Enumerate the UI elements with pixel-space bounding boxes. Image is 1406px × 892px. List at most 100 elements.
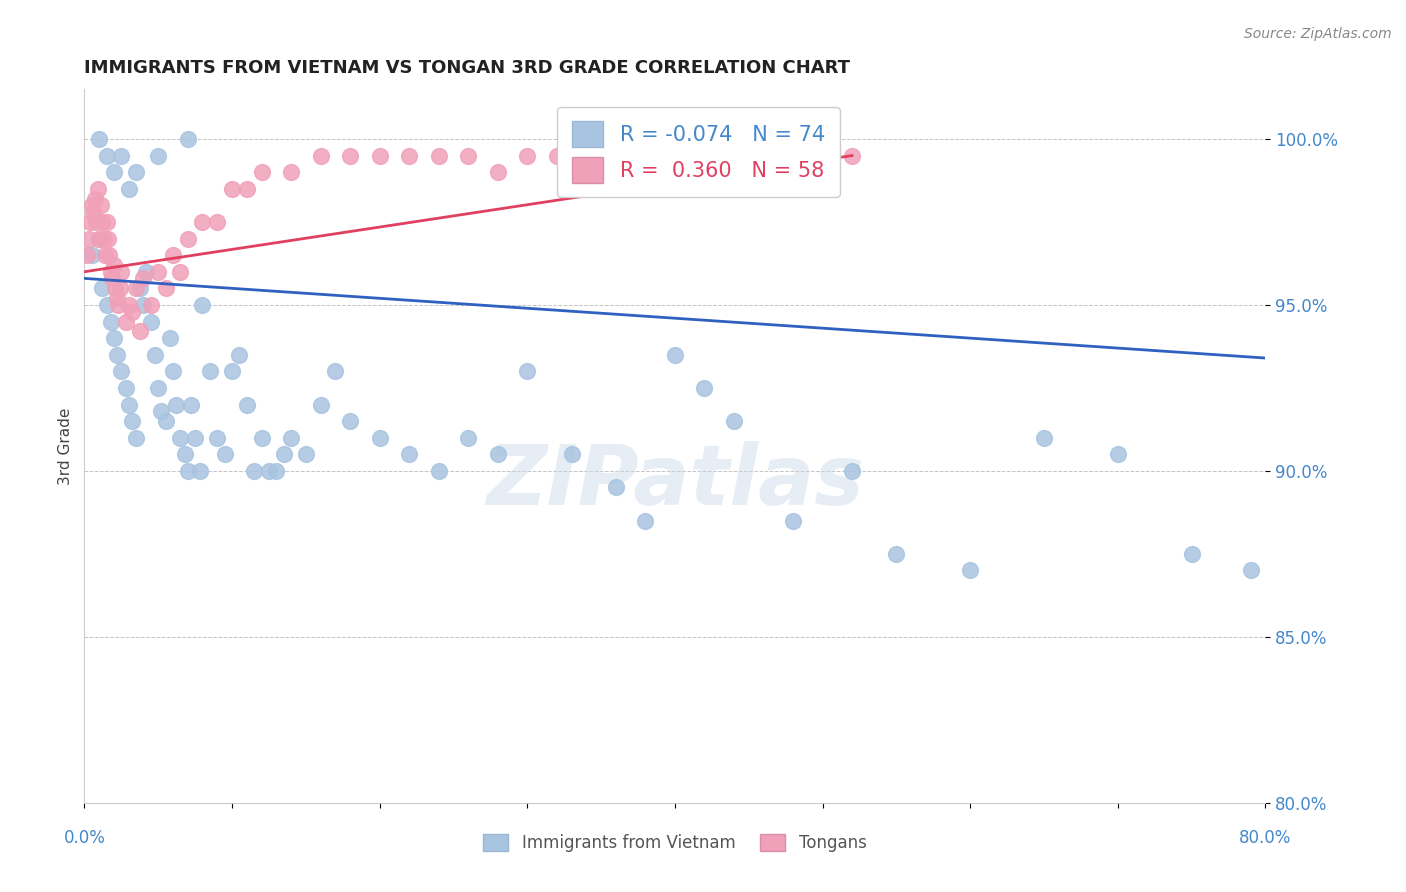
- Point: [177, 132, 200, 146]
- Point: [782, 148, 804, 162]
- Point: [257, 464, 280, 478]
- Point: [100, 265, 122, 279]
- Point: [398, 447, 420, 461]
- Text: 0.0%: 0.0%: [63, 830, 105, 847]
- Point: [368, 148, 391, 162]
- Text: 80.0%: 80.0%: [1239, 830, 1292, 847]
- Point: [155, 281, 177, 295]
- Point: [121, 304, 143, 318]
- Point: [243, 464, 266, 478]
- Point: [162, 364, 184, 378]
- Point: [129, 325, 152, 339]
- Point: [198, 364, 221, 378]
- Point: [516, 364, 538, 378]
- Point: [561, 447, 583, 461]
- Point: [427, 464, 450, 478]
- Point: [125, 165, 148, 179]
- Point: [110, 148, 132, 162]
- Point: [457, 431, 479, 445]
- Point: [82, 205, 104, 219]
- Point: [546, 148, 568, 162]
- Point: [273, 447, 295, 461]
- Text: Source: ZipAtlas.com: Source: ZipAtlas.com: [1244, 27, 1392, 41]
- Point: [811, 148, 834, 162]
- Point: [516, 148, 538, 162]
- Point: [96, 298, 118, 312]
- Point: [96, 215, 118, 229]
- Point: [236, 397, 259, 411]
- Point: [93, 231, 115, 245]
- Point: [221, 182, 243, 196]
- Point: [84, 215, 107, 229]
- Point: [143, 348, 166, 362]
- Point: [605, 481, 627, 495]
- Point: [148, 381, 170, 395]
- Point: [169, 431, 191, 445]
- Point: [191, 298, 214, 312]
- Point: [101, 271, 124, 285]
- Point: [77, 231, 100, 245]
- Point: [129, 281, 152, 295]
- Point: [76, 248, 98, 262]
- Point: [959, 564, 981, 578]
- Point: [427, 148, 450, 162]
- Point: [114, 314, 136, 328]
- Point: [309, 397, 332, 411]
- Point: [280, 431, 302, 445]
- Point: [207, 215, 229, 229]
- Point: [457, 148, 479, 162]
- Legend: Immigrants from Vietnam, Tongans: Immigrants from Vietnam, Tongans: [477, 827, 873, 859]
- Point: [118, 397, 141, 411]
- Point: [634, 165, 657, 179]
- Point: [184, 431, 207, 445]
- Point: [110, 265, 132, 279]
- Point: [148, 265, 170, 279]
- Point: [188, 464, 211, 478]
- Point: [105, 348, 128, 362]
- Point: [236, 182, 259, 196]
- Point: [664, 348, 686, 362]
- Point: [125, 431, 148, 445]
- Point: [97, 231, 120, 245]
- Point: [148, 148, 170, 162]
- Point: [280, 165, 302, 179]
- Point: [118, 182, 141, 196]
- Point: [398, 148, 420, 162]
- Point: [693, 148, 716, 162]
- Point: [103, 331, 125, 345]
- Point: [83, 192, 105, 206]
- Point: [86, 182, 108, 196]
- Point: [173, 447, 195, 461]
- Point: [87, 132, 111, 146]
- Point: [214, 447, 236, 461]
- Point: [752, 148, 775, 162]
- Point: [325, 364, 347, 378]
- Point: [90, 198, 112, 212]
- Point: [150, 404, 173, 418]
- Point: [107, 298, 129, 312]
- Point: [250, 165, 273, 179]
- Point: [103, 258, 125, 272]
- Point: [266, 464, 288, 478]
- Point: [87, 231, 111, 245]
- Point: [368, 431, 391, 445]
- Point: [295, 447, 318, 461]
- Point: [1240, 564, 1263, 578]
- Point: [114, 381, 136, 395]
- Point: [250, 431, 273, 445]
- Point: [162, 248, 184, 262]
- Point: [96, 148, 118, 162]
- Text: IMMIGRANTS FROM VIETNAM VS TONGAN 3RD GRADE CORRELATION CHART: IMMIGRANTS FROM VIETNAM VS TONGAN 3RD GR…: [84, 59, 851, 77]
- Point: [132, 271, 155, 285]
- Point: [1107, 447, 1129, 461]
- Point: [135, 265, 157, 279]
- Point: [105, 291, 128, 305]
- Point: [1033, 431, 1056, 445]
- Point: [309, 148, 332, 162]
- Point: [177, 464, 200, 478]
- Point: [1181, 547, 1204, 561]
- Point: [155, 414, 177, 428]
- Point: [180, 397, 202, 411]
- Point: [886, 547, 908, 561]
- Point: [841, 148, 863, 162]
